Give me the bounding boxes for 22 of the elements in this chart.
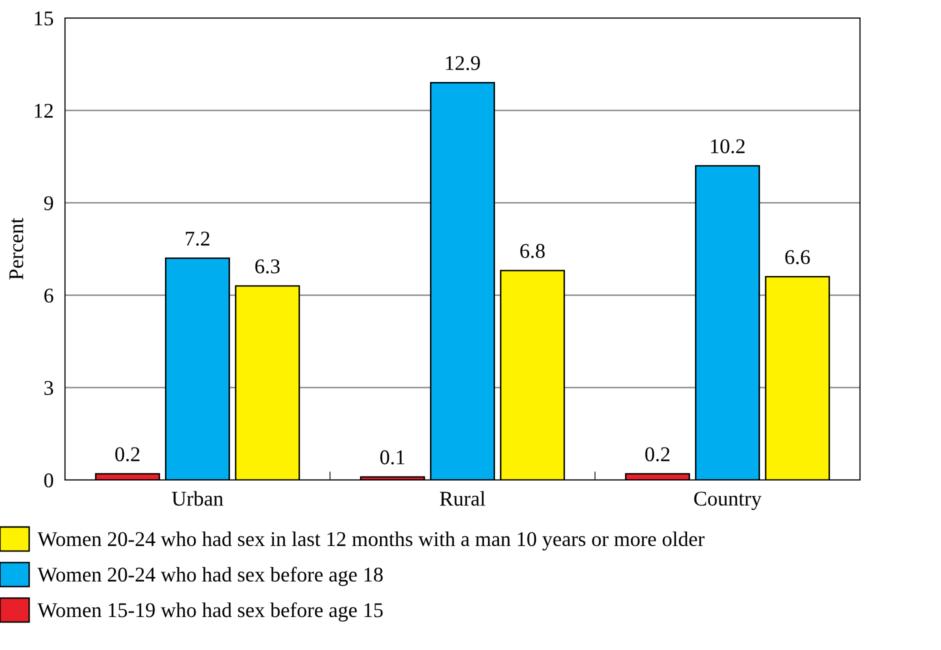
data-label: 6.6 xyxy=(785,250,810,264)
data-label: 12.9 xyxy=(446,56,480,70)
x-tick-label: Rural xyxy=(440,491,486,506)
legend-label: Women 15-19 who had sex before age 15 xyxy=(38,602,383,622)
data-label: 6.8 xyxy=(520,244,545,258)
legend-label: Women 20-24 who had sex before age 18 xyxy=(38,566,383,586)
y-tick-label: 9 xyxy=(44,196,54,210)
y-tick-label: 15 xyxy=(34,11,54,26)
data-label: 0.2 xyxy=(115,447,140,462)
data-label: 6.3 xyxy=(255,259,280,274)
y-tick-label: 6 xyxy=(44,288,54,303)
y-tick-label: 3 xyxy=(44,381,54,396)
x-tick-label: Urban xyxy=(172,491,224,506)
data-label: 0.1 xyxy=(380,450,404,464)
y-tick-label: 0 xyxy=(44,473,54,488)
legend-label: Women 20-24 who had sex in last 12 months with a man 10 years or more older xyxy=(38,532,704,550)
data-label: 10.2 xyxy=(711,139,745,154)
y-axis-title: Percent xyxy=(9,218,24,280)
data-label: 0.2 xyxy=(645,447,670,462)
y-tick-label: 12 xyxy=(34,104,53,118)
x-tick-label: Country xyxy=(694,492,762,510)
data-label: 7.2 xyxy=(186,232,210,246)
